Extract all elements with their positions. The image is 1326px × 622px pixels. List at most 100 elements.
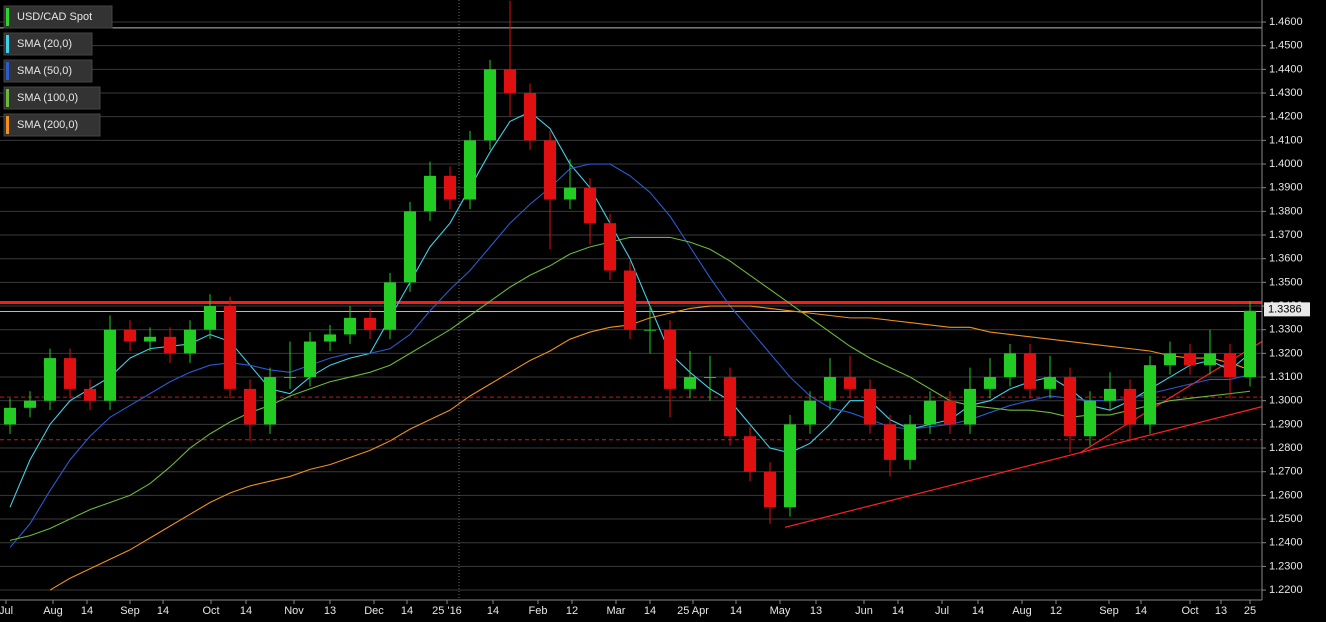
y-tick-label: 1.3900: [1269, 182, 1303, 194]
x-tick-label: Dec: [364, 605, 384, 617]
legend: USD/CAD Spot SMA (20,0) SMA (50,0) SMA (100…: [3, 5, 113, 137]
sma-line: [9, 236, 1251, 541]
legend-swatch: [6, 8, 9, 26]
x-tick-label: 14: [730, 605, 742, 617]
grid-layer: [0, 21, 1262, 591]
candle-body: [464, 140, 476, 200]
candle-body: [424, 175, 436, 212]
candle-body: [564, 187, 576, 200]
candle-body: [1144, 365, 1156, 425]
candle-body: [744, 436, 756, 472]
y-tick-label: 1.4400: [1269, 63, 1303, 75]
y-tick-label: 1.3300: [1269, 324, 1303, 336]
y-tick-label: 1.3500: [1269, 276, 1303, 288]
candle-body: [1024, 353, 1036, 389]
x-tick-label: Jun: [855, 605, 873, 617]
x-tick-label: Sep: [1099, 605, 1119, 617]
legend-box: [3, 86, 101, 110]
x-tick-label: Nov: [284, 605, 304, 617]
candle-body: [704, 377, 716, 379]
candle-body: [104, 329, 116, 401]
candle-body: [944, 400, 956, 425]
axes: 1.2200 1.2300 1.2400 1.2500 1.2600 1.2700 1.28…: [0, 0, 1310, 617]
candle-body: [344, 317, 356, 335]
candle-body: [384, 282, 396, 330]
x-tick-label: 12: [1050, 605, 1062, 617]
candle-body: [1064, 377, 1076, 437]
candle-body: [904, 424, 916, 460]
x-tick-label: 14: [644, 605, 656, 617]
candle-body: [584, 187, 596, 224]
legend-item: SMA (50,0): [3, 59, 93, 83]
candle-body: [4, 407, 16, 425]
x-tick-label: 14: [892, 605, 904, 617]
candles: [4, 0, 1256, 524]
candle-body: [24, 400, 36, 408]
candle-body: [1104, 388, 1116, 401]
candle-body: [1224, 353, 1236, 378]
candle-body: [1204, 353, 1216, 366]
candle-body: [524, 93, 536, 141]
y-tick-label: 1.3100: [1269, 371, 1303, 383]
sma-line: [9, 111, 1251, 508]
y-tick-label: 1.4600: [1269, 16, 1303, 28]
legend-label: SMA (100,0): [17, 92, 78, 104]
x-tick-label: 25: [1244, 605, 1256, 617]
candle-body: [264, 377, 276, 425]
candle-body: [184, 329, 196, 354]
candle-body: [1184, 353, 1196, 366]
y-tick-label: 1.2500: [1269, 513, 1303, 525]
legend-box: [3, 113, 101, 137]
y-tick-label: 1.2700: [1269, 466, 1303, 478]
candle-body: [64, 358, 76, 389]
candle-body: [484, 69, 496, 141]
legend-label: SMA (200,0): [17, 119, 78, 131]
candle-body: [1244, 310, 1256, 378]
x-tick-label: 14: [972, 605, 984, 617]
candle-body: [764, 471, 776, 508]
legend-box: [3, 5, 113, 29]
candle-body: [1004, 353, 1016, 378]
y-tick-label: 1.4300: [1269, 87, 1303, 99]
sma-line: [9, 163, 1251, 548]
candle-body: [204, 306, 216, 330]
y-tick-label: 1.4500: [1269, 40, 1303, 52]
candle-body: [124, 329, 136, 342]
x-tick-label: 14: [240, 605, 252, 617]
candle-body: [504, 69, 516, 94]
candle-body: [1164, 353, 1176, 366]
y-tick-label: 1.3700: [1269, 229, 1303, 241]
legend-swatch: [6, 62, 9, 80]
x-tick-label: 14: [401, 605, 413, 617]
candle-body: [924, 400, 936, 425]
x-tick-label: Oct: [202, 605, 219, 617]
candle-body: [544, 140, 556, 200]
candle-body: [224, 306, 236, 389]
legend-label: USD/CAD Spot: [17, 11, 92, 23]
x-tick-label: 12: [566, 605, 578, 617]
candle-body: [1044, 377, 1056, 389]
candle-body: [364, 317, 376, 330]
legend-swatch: [6, 89, 9, 107]
x-tick-label: Sep: [120, 605, 140, 617]
x-tick-label: Oct: [1181, 605, 1198, 617]
candle-body: [884, 424, 896, 460]
x-tick-label: Jul: [935, 605, 949, 617]
candle-body: [84, 388, 96, 401]
candle-body: [604, 223, 616, 271]
candle-body: [844, 377, 856, 389]
candle-body: [44, 358, 56, 401]
y-tick-label: 1.4200: [1269, 111, 1303, 123]
x-tick-label: Aug: [1012, 605, 1032, 617]
legend-item: USD/CAD Spot: [3, 5, 113, 29]
x-tick-label: 14: [81, 605, 93, 617]
x-tick-label: 14: [487, 605, 499, 617]
legend-box: [3, 59, 93, 83]
y-tick-label: 1.2600: [1269, 489, 1303, 501]
x-tick-label: 14: [157, 605, 169, 617]
legend-item: SMA (200,0): [3, 113, 101, 137]
y-tick-label: 1.2300: [1269, 560, 1303, 572]
candle-body: [164, 336, 176, 354]
x-tick-label: May: [770, 605, 791, 617]
legend-label: SMA (20,0): [17, 38, 72, 50]
